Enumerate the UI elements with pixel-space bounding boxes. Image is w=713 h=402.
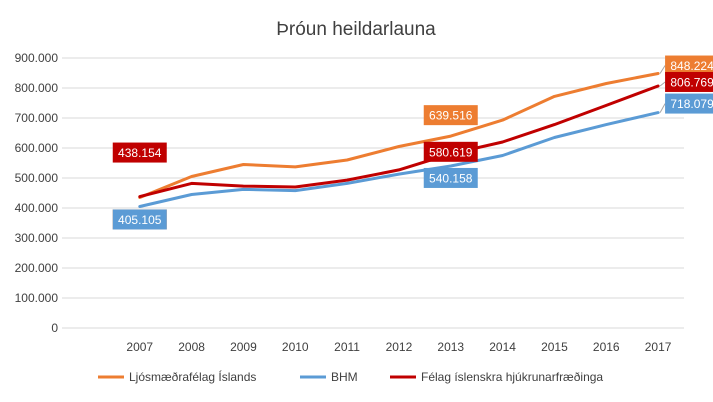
y-tick-label: 600.000 [15, 141, 59, 155]
y-tick-label: 500.000 [15, 171, 59, 185]
series-line-0 [138, 72, 660, 199]
legend-entry: Ljósmæðrafélag Íslands [129, 369, 256, 384]
y-tick-label: 900.000 [15, 51, 59, 65]
y-tick-label: 700.000 [15, 111, 59, 125]
data-label-box [423, 141, 478, 162]
x-tick-label: 2011 [334, 340, 360, 354]
x-tick-label: 2010 [282, 340, 309, 354]
data-label-box [112, 142, 167, 163]
legend: Ljósmæðrafélag Íslands BHM Félag íslenskra… [98, 369, 603, 384]
x-tick-label: 2012 [386, 340, 413, 354]
data-labels: 435.163639.516848.224405.105540.158718.0… [112, 55, 713, 230]
chart-title: Þróun heildarlauna [276, 19, 436, 40]
series-lines [138, 72, 660, 208]
data-label-box [665, 71, 713, 92]
series-line-1 [138, 111, 660, 208]
data-label-box [665, 93, 713, 114]
y-tick-label: 0 [51, 321, 58, 335]
data-label-box [423, 105, 478, 126]
data-label: 806.769 [670, 75, 713, 89]
data-label-box [112, 209, 167, 230]
y-tick-label: 100.000 [15, 291, 59, 305]
data-label-box [423, 167, 478, 188]
data-label: 848.224 [670, 59, 713, 73]
x-tick-label: 2016 [593, 340, 620, 354]
data-label: 540.158 [429, 171, 473, 185]
x-tick-label: 2009 [230, 340, 257, 354]
data-label: 639.516 [429, 109, 473, 123]
data-label: 718.079 [670, 97, 713, 111]
y-tick-label: 300.000 [15, 231, 59, 245]
data-label-leader [659, 103, 666, 113]
x-tick-label: 2008 [178, 340, 205, 354]
data-label: 405.105 [118, 213, 162, 227]
x-tick-label: 2015 [541, 340, 568, 354]
legend-entry: BHM [331, 370, 358, 384]
legend-entry: Félag íslenskra hjúkrunarfræðinga [421, 370, 603, 384]
y-tick-label: 400.000 [15, 201, 59, 215]
data-label-leader [659, 81, 666, 87]
x-tick-label: 2013 [437, 340, 464, 354]
x-tick-label: 2014 [489, 340, 516, 354]
y-tick-label: 200.000 [15, 261, 59, 275]
x-tick-label: 2007 [126, 340, 153, 354]
series-line-2 [138, 84, 660, 199]
data-label-box [665, 55, 713, 76]
x-tick-label: 2017 [645, 340, 672, 354]
data-label-leader [659, 65, 666, 74]
data-label: 580.619 [429, 145, 473, 159]
data-label: 438.154 [118, 146, 162, 160]
y-tick-label: 800.000 [15, 81, 59, 95]
axes: 0 100.000 200.000 300.000 400.000 500.000 600.… [15, 51, 684, 354]
